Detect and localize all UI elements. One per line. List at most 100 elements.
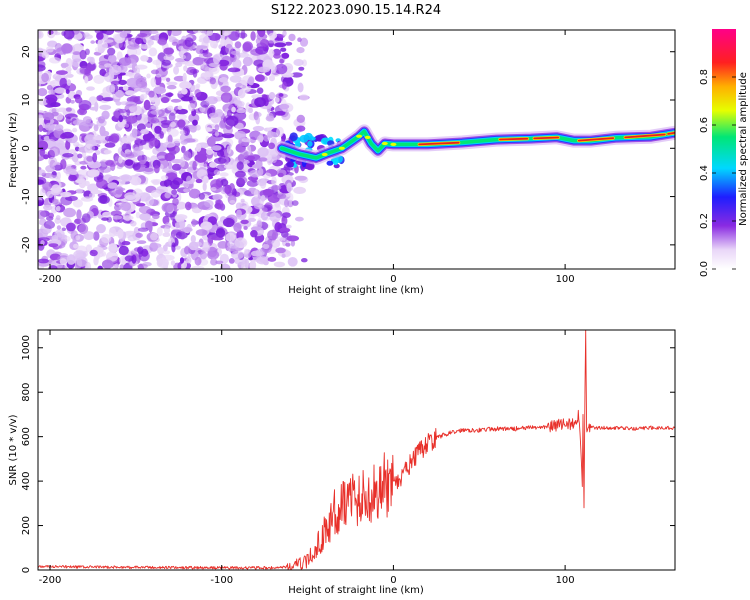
heatmap-noise-blob [254, 74, 265, 82]
heatmap-noise-blob [109, 246, 120, 252]
heatmap-noise-blob [179, 81, 192, 90]
heatmap-noise-blob [72, 127, 78, 133]
heatmap-noise-blob [96, 95, 104, 102]
heatmap-signal-knot [381, 141, 388, 146]
heatmap-noise-blob [209, 161, 217, 168]
heatmap-noise-blob [119, 202, 131, 211]
heatmap-noise-blob [277, 172, 284, 178]
heatmap-noise-blob [247, 76, 255, 86]
heatmap-y-tick-label: 10 [21, 94, 32, 107]
heatmap-noise-blob [102, 211, 113, 218]
heatmap-noise-blob [192, 56, 204, 66]
snr-y-tick-label: 0 [21, 567, 32, 573]
heatmap-noise-blob [190, 235, 196, 243]
heatmap-noise-blob [55, 264, 65, 269]
heatmap-noise-blob [284, 199, 289, 208]
heatmap-noise-blob [60, 133, 67, 140]
heatmap-noise-blob [38, 124, 43, 132]
heatmap-noise-blob [139, 212, 151, 221]
heatmap-noise-blob [118, 57, 132, 66]
heatmap-x-ticks: -200 -100 0 100 [39, 30, 575, 285]
heatmap-noise-blob [137, 246, 144, 255]
heatmap-noise-blob [83, 231, 95, 241]
heatmap-noise-blob [41, 72, 49, 83]
heatmap-noise-blob [205, 127, 211, 132]
heatmap-noise-blob [167, 105, 174, 111]
colorbar-label: Normalized spectral amplitude [738, 72, 749, 226]
heatmap-noise-blob [55, 215, 61, 221]
heatmap-noise-blob [126, 109, 131, 116]
heatmap-noise-blob [276, 126, 284, 138]
heatmap-noise-blob [96, 224, 106, 234]
heatmap-noise-blob [143, 167, 154, 172]
heatmap-noise-blob [176, 108, 188, 115]
heatmap-noise-blob [168, 112, 176, 121]
heatmap-noise-blob [114, 30, 123, 33]
colorbar-tick-label: 0.4 [699, 165, 710, 181]
heatmap-noise-blob [96, 32, 104, 40]
heatmap-noise-blob [65, 116, 72, 124]
heatmap-noise-blob [66, 254, 76, 265]
heatmap-noise-blob [198, 192, 205, 200]
heatmap-noise-blob [72, 119, 86, 126]
heatmap-noise-blob [183, 65, 188, 72]
heatmap-noise-blob [250, 31, 256, 41]
heatmap-noise-blob [156, 227, 163, 237]
heatmap-noise-blob [214, 157, 227, 164]
heatmap-noise-blob [259, 132, 264, 143]
heatmap-noise-blob [219, 77, 228, 83]
heatmap-noise-blob [175, 231, 188, 240]
heatmap-noise-blob [152, 213, 160, 220]
heatmap-noise-blob [43, 220, 56, 229]
heatmap-noise-blob [122, 85, 129, 91]
heatmap-noise-blob [68, 149, 77, 154]
heatmap-noise-blob [63, 30, 75, 40]
heatmap-noise-blob [172, 198, 179, 206]
heatmap-noise-blob [79, 65, 91, 75]
heatmap-noise-blob [51, 188, 61, 196]
heatmap-noise-blob [118, 245, 129, 256]
heatmap-noise-blob [260, 211, 269, 221]
heatmap-noise-blob [60, 159, 67, 170]
heatmap-noise-blob [75, 235, 81, 241]
heatmap-noise-blob [147, 39, 154, 46]
heatmap-cluster-blob [326, 160, 334, 166]
heatmap-noise-blob [210, 179, 222, 190]
heatmap-noise-blob [301, 258, 308, 263]
heatmap-noise-blob [161, 59, 172, 66]
heatmap-signal-hot [533, 136, 560, 140]
heatmap-noise-blob [243, 248, 249, 255]
heatmap-noise-blob [167, 134, 173, 144]
heatmap-noise-blob [228, 258, 235, 264]
colorbar: 0.0 0.2 0.4 0.6 0.8 Normalized spectral ampl… [699, 29, 749, 277]
snr-x-tick-label: -200 [39, 575, 62, 586]
heatmap-noise-blob [157, 37, 167, 46]
heatmap-noise-blob [38, 210, 47, 220]
heatmap-noise-blob [235, 202, 243, 210]
heatmap-noise-blob [274, 97, 280, 103]
heatmap-noise-blob [88, 193, 96, 198]
heatmap-noise-blob [256, 87, 264, 94]
heatmap-noise-blob [38, 77, 42, 88]
heatmap-noise-blob [194, 45, 208, 49]
snr-y-tick-label: 1000 [21, 335, 32, 360]
heatmap-noise-blob [117, 108, 128, 113]
colorbar-tick-label: 0.0 [699, 261, 710, 277]
heatmap-noise-blob [297, 82, 304, 93]
heatmap-noise-blob [189, 124, 198, 133]
heatmap-noise-blob [192, 160, 197, 171]
heatmap-noise-blob [149, 137, 159, 147]
heatmap-noise-blob [236, 161, 244, 171]
heatmap-noise-blob [72, 43, 84, 54]
heatmap-noise-blob [38, 201, 44, 207]
heatmap-noise-blob [269, 212, 281, 223]
heatmap-noise-blob [50, 205, 58, 214]
heatmap-noise-blob [268, 49, 275, 59]
colorbar-tick-label: 0.6 [699, 117, 710, 133]
heatmap-noise-blob [291, 200, 299, 206]
heatmap-noise-blob [224, 30, 232, 36]
heatmap-noise-blob [105, 159, 114, 166]
heatmap-noise-blob [203, 71, 211, 80]
heatmap-noise-blob [206, 30, 213, 36]
heatmap-noise-blob [280, 228, 290, 233]
